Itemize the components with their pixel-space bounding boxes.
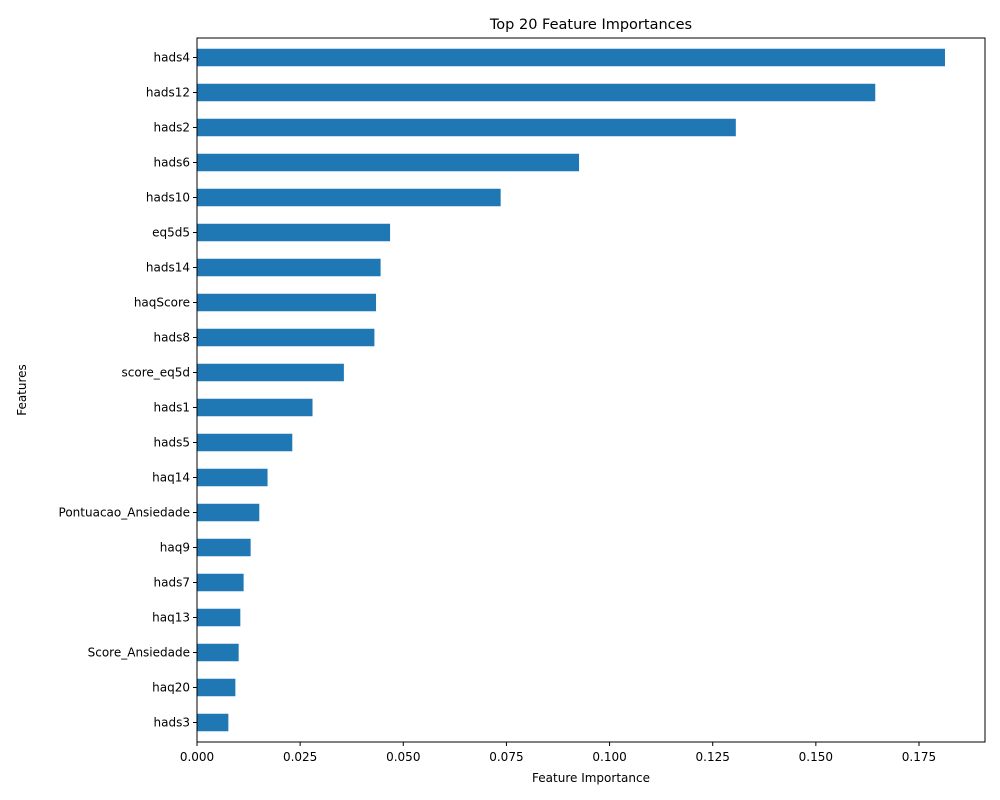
y-axis-title: Features <box>15 364 29 416</box>
y-tick-label: Pontuacao_Ansiedade <box>59 506 190 520</box>
y-tick-label: hads12 <box>146 86 190 100</box>
x-tick-label: 0.125 <box>696 750 730 764</box>
x-tick-label: 0.000 <box>180 750 214 764</box>
bar-eq5d5 <box>197 223 391 242</box>
y-tick-label: haqScore <box>134 296 190 310</box>
y-tick-label: hads8 <box>154 331 190 345</box>
x-tick-label: 0.025 <box>283 750 317 764</box>
bar-score_eq5d <box>197 363 344 382</box>
y-tick-label: hads3 <box>154 716 190 730</box>
bar-Pontuacao_Ansiedade <box>197 503 260 522</box>
y-tick-label: hads1 <box>154 401 190 415</box>
y-axis-ticks: hads4 hads12 hads2 hads6 hads10 eq5d5 hads14 ha… <box>59 51 197 730</box>
y-tick-label: hads14 <box>146 261 190 275</box>
bar-hads12 <box>197 83 876 102</box>
bar-hads14 <box>197 258 381 277</box>
bar-hads4 <box>197 48 945 67</box>
y-tick-label: hads5 <box>154 436 190 450</box>
x-axis-title: Feature Importance <box>532 771 650 785</box>
bar-haq20 <box>197 678 236 697</box>
bars-group <box>197 48 945 732</box>
y-tick-label: score_eq5d <box>122 366 191 380</box>
bar-hads2 <box>197 118 736 137</box>
plot-frame <box>196 37 986 743</box>
x-tick-label: 0.150 <box>799 750 833 764</box>
y-tick-label: hads2 <box>154 121 190 135</box>
chart-title: Top 20 Feature Importances <box>489 17 692 33</box>
y-tick-label: haq13 <box>152 611 190 625</box>
y-tick-label: hads6 <box>154 156 190 170</box>
bar-hads1 <box>197 398 313 417</box>
x-tick-label: 0.050 <box>386 750 420 764</box>
y-tick-label: hads4 <box>154 51 190 65</box>
bar-hads5 <box>197 433 293 452</box>
y-tick-label: hads10 <box>146 191 190 205</box>
y-tick-label: haq9 <box>160 541 190 555</box>
y-tick-label: hads7 <box>154 576 190 590</box>
bar-hads8 <box>197 328 375 347</box>
y-tick-label: haq20 <box>152 681 190 695</box>
x-tick-label: 0.100 <box>592 750 626 764</box>
bar-hads10 <box>197 188 501 207</box>
x-axis-ticks: 0.000 0.025 0.050 0.075 0.100 0.125 0.150 0.175 <box>180 742 936 764</box>
bar-Score_Ansiedade <box>197 643 239 662</box>
y-tick-label: eq5d5 <box>152 226 190 240</box>
bar-hads3 <box>197 713 229 732</box>
bar-haqScore <box>197 293 377 312</box>
y-tick-label: haq14 <box>152 471 190 485</box>
x-tick-label: 0.175 <box>902 750 936 764</box>
bar-hads6 <box>197 153 580 172</box>
x-tick-label: 0.075 <box>489 750 523 764</box>
bar-hads7 <box>197 573 244 592</box>
y-tick-label: Score_Ansiedade <box>88 646 190 660</box>
bar-haq14 <box>197 468 268 487</box>
bar-haq13 <box>197 608 241 627</box>
bar-haq9 <box>197 538 251 557</box>
